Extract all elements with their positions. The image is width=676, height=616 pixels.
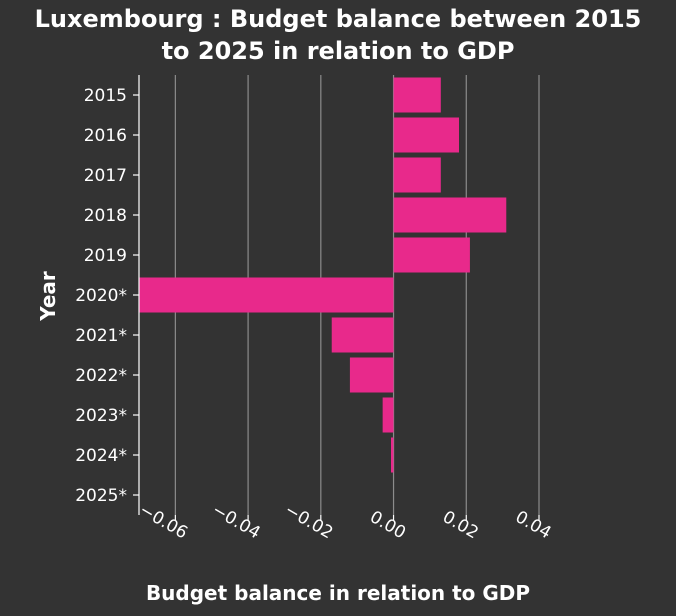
y-tick-label: 2016 [84,126,127,146]
bar-2022-proj [349,357,394,393]
x-tick-label: −0.02 [281,500,336,543]
bar-2024-proj [391,437,394,473]
y-tick-label: 2018 [84,206,127,226]
bar-2015 [393,77,441,113]
y-tick-label: 2017 [84,166,127,186]
y-tick-label: 2021* [75,326,127,346]
y-tick-label: 2023* [75,406,127,426]
bar-2017 [393,157,441,193]
y-tick-label: 2015 [84,86,127,106]
y-tick-label: 2024* [75,446,127,466]
x-tick-label: −0.06 [136,500,191,543]
y-tick-label: 2025* [75,486,127,506]
y-tick-label: 2020* [75,286,127,306]
y-tick-label: 2022* [75,366,127,386]
x-tick-label: 0.02 [439,507,482,543]
bar-2023-proj [382,397,394,433]
bar-2018 [393,197,507,233]
x-tick-label: 0.00 [366,507,409,543]
bar-2020-proj [139,277,394,313]
y-axis-label: Year [36,271,60,322]
bar-2019 [393,237,470,273]
bar-2016 [393,117,459,153]
bars [139,77,507,473]
chart-title-line-1: Luxembourg : Budget balance between 2015 [35,5,642,33]
y-tick-label: 2019 [84,246,127,266]
x-tick-label: 0.04 [512,507,555,543]
bar-2021-proj [331,317,394,353]
x-tick-label: −0.04 [208,500,263,543]
x-axis-label: Budget balance in relation to GDP [146,581,530,605]
chart-title-line-2: to 2025 in relation to GDP [162,37,515,65]
axes: −0.06 −0.04 −0.02 0.00 0.02 0.04 2015 2016 2017 2… [75,75,555,543]
